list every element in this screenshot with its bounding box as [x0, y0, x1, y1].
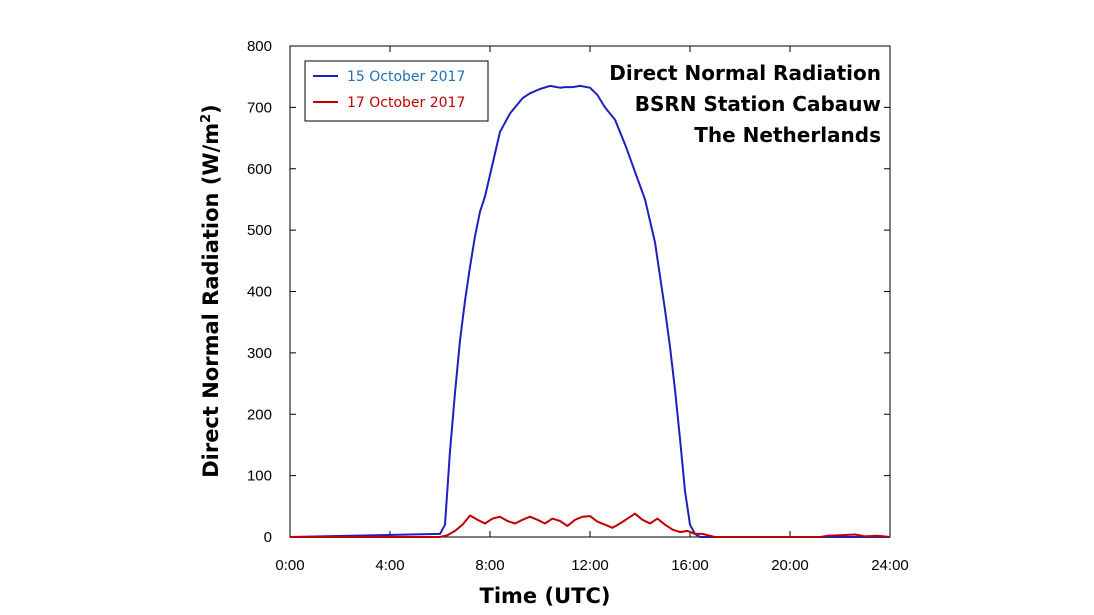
x-tick-label: 4:00	[375, 557, 404, 574]
legend-label-17-october-2017: 17 October 2017	[347, 95, 465, 111]
y-tick-label: 300	[247, 345, 272, 362]
y-tick-label: 800	[247, 38, 272, 55]
x-tick-label: 24:00	[871, 557, 909, 574]
x-tick-label: 16:00	[671, 557, 709, 574]
chart-title-line-1: Direct Normal Radiation	[609, 61, 881, 85]
y-tick-label: 500	[247, 222, 272, 239]
chart-title-line-3: The Netherlands	[694, 123, 881, 147]
y-tick-label: 200	[247, 406, 272, 423]
x-tick-label: 12:00	[571, 557, 609, 574]
y-axis-title-main: Direct Normal Radiation (W/m	[199, 123, 223, 478]
x-tick-label: 8:00	[475, 557, 504, 574]
x-axis-title: Time (UTC)	[480, 584, 611, 608]
chart-title-line-2: BSRN Station Cabauw	[635, 92, 881, 116]
y-axis-title: Direct Normal Radiation (W/m2)	[199, 104, 223, 478]
series-line-15-october-2017	[289, 84, 890, 538]
y-tick-label: 100	[247, 468, 272, 485]
series-line-17-october-2017	[290, 512, 891, 538]
x-tick-label: 0:00	[275, 557, 304, 574]
series-layer	[289, 84, 891, 538]
x-tick-label: 20:00	[771, 557, 809, 574]
y-axis-title-superscript: 2	[199, 114, 214, 123]
axis-ticks: 0:00 4:00 8:00 12:00 16:00 20:00 24:00 0 100 200 3…	[247, 38, 909, 574]
legend: 15 October 2017 17 October 2017	[304, 60, 489, 122]
legend-box	[304, 60, 489, 122]
y-tick-label: 400	[247, 284, 272, 301]
legend-label-15-october-2017: 15 October 2017	[347, 69, 465, 85]
y-axis-title-close: )	[199, 104, 223, 114]
y-tick-label: 600	[247, 161, 272, 178]
y-tick-label: 700	[247, 99, 272, 116]
y-tick-label: 0	[264, 529, 272, 546]
